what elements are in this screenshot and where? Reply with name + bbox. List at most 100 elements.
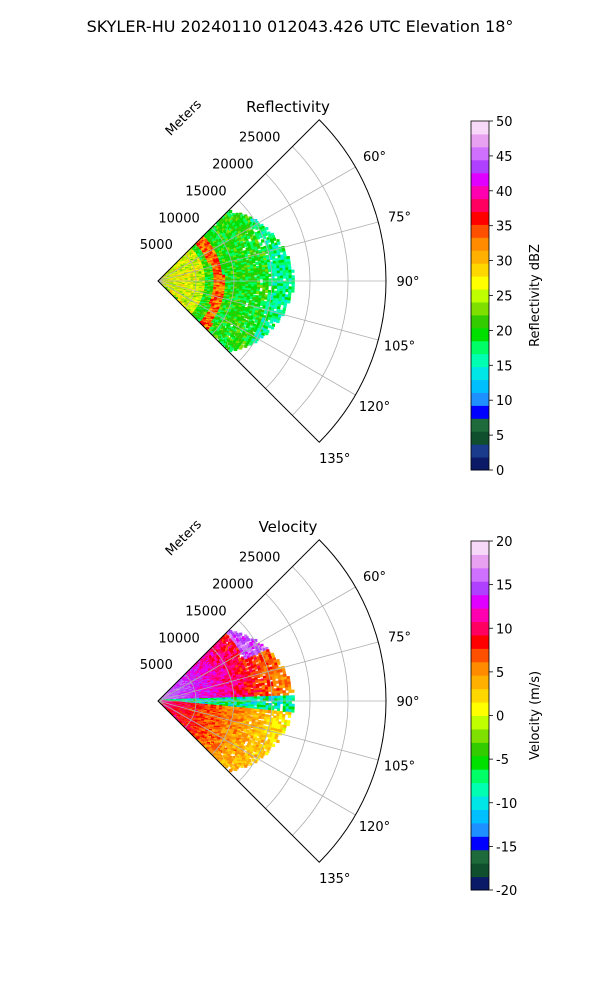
velocity-gate (288, 700, 292, 705)
velocity-gate (253, 708, 257, 712)
velocity-gate (244, 663, 248, 667)
reflectivity-gate (233, 310, 237, 315)
reflectivity-gate (253, 329, 257, 333)
reflectivity-gate (258, 295, 262, 299)
reflectivity-gate (240, 307, 244, 312)
velocity-gate (276, 690, 281, 694)
reflectivity-gate (276, 263, 280, 267)
velocity-gate (265, 654, 269, 659)
reflectivity-gate (246, 218, 250, 222)
reflectivity-gate (239, 234, 244, 238)
reflectivity-gate (265, 273, 269, 277)
velocity-gate (238, 673, 242, 677)
reflectivity-gate (252, 325, 256, 329)
velocity-gate (233, 708, 237, 712)
velocity-gate (261, 653, 266, 658)
reflectivity-gate (233, 283, 237, 287)
velocity-gate (245, 704, 249, 708)
reflectivity-gate (265, 285, 269, 289)
reflectivity-gate (270, 317, 275, 322)
reflectivity-colorbar-swatch (471, 418, 489, 432)
velocity-gate (251, 700, 255, 704)
velocity-gate (250, 643, 254, 648)
velocity-gate (279, 687, 283, 692)
reflectivity-gate (235, 212, 239, 216)
velocity-gate (279, 690, 283, 694)
velocity-gate (259, 702, 264, 706)
reflectivity-angle-tick-label: 135° (319, 452, 350, 467)
reflectivity-gate (284, 294, 289, 298)
reflectivity-gate (236, 222, 240, 227)
velocity-gate (244, 657, 248, 661)
velocity-gate (288, 709, 292, 713)
reflectivity-gate (291, 275, 295, 279)
velocity-gate (266, 679, 270, 683)
reflectivity-gate (250, 268, 254, 272)
reflectivity-gate (241, 267, 245, 272)
reflectivity-gate (234, 260, 238, 264)
velocity-gate (288, 689, 292, 694)
reflectivity-gate (264, 232, 268, 236)
reflectivity-gate (287, 261, 291, 265)
velocity-gate (266, 667, 271, 671)
velocity-gate (254, 659, 259, 663)
velocity-gate (238, 686, 242, 690)
velocity-gate (251, 665, 255, 669)
velocity-gate (237, 639, 241, 643)
reflectivity-gate (235, 292, 239, 296)
velocity-gate (243, 655, 247, 659)
velocity-gate (261, 716, 265, 720)
reflectivity-gate (263, 246, 267, 250)
reflectivity-gate (252, 298, 256, 302)
reflectivity-gate (250, 294, 254, 298)
reflectivity-gate (244, 339, 248, 343)
velocity-gate (258, 715, 262, 719)
reflectivity-gate (272, 237, 276, 241)
velocity-gate (250, 712, 254, 716)
reflectivity-colorbar-swatch (471, 198, 489, 212)
reflectivity-gate (242, 233, 246, 237)
reflectivity-gate (244, 293, 248, 297)
velocity-gate (287, 714, 292, 718)
reflectivity-gate (274, 305, 278, 310)
reflectivity-gate (265, 269, 269, 273)
reflectivity-gate (197, 319, 201, 323)
reflectivity-gate (250, 266, 254, 270)
reflectivity-gate (252, 249, 256, 253)
velocity-gate (271, 673, 275, 678)
velocity-gate (267, 684, 271, 688)
reflectivity-gate (235, 266, 239, 271)
velocity-gate (248, 694, 252, 698)
velocity-gate (256, 696, 261, 700)
reflectivity-gate (244, 295, 248, 299)
reflectivity-gate (250, 272, 255, 276)
reflectivity-gate (247, 265, 251, 269)
reflectivity-gate (256, 322, 260, 327)
reflectivity-gate (232, 227, 236, 232)
reflectivity-gate (239, 278, 243, 282)
reflectivity-gate (254, 312, 258, 316)
velocity-gate (240, 669, 244, 673)
velocity-gate (250, 706, 255, 710)
reflectivity-gate (238, 252, 242, 256)
velocity-gate (273, 660, 277, 664)
reflectivity-gate (278, 296, 283, 300)
velocity-gate (254, 696, 258, 700)
reflectivity-gate (259, 314, 264, 318)
reflectivity-gate (242, 300, 247, 304)
reflectivity-gate (247, 328, 251, 332)
reflectivity-gate (259, 274, 263, 278)
reflectivity-gate (239, 324, 244, 328)
reflectivity-gate (235, 341, 240, 345)
velocity-gate (243, 661, 247, 666)
velocity-gate (274, 693, 278, 697)
velocity-gate (239, 698, 243, 702)
reflectivity-gate (240, 339, 244, 343)
velocity-gate (268, 705, 272, 709)
reflectivity-gate (251, 327, 255, 331)
reflectivity-gate (234, 216, 238, 220)
reflectivity-angle-tick-label: 120° (359, 400, 390, 415)
reflectivity-gate (239, 325, 243, 330)
velocity-gate (254, 638, 258, 643)
velocity-gate (233, 695, 237, 699)
